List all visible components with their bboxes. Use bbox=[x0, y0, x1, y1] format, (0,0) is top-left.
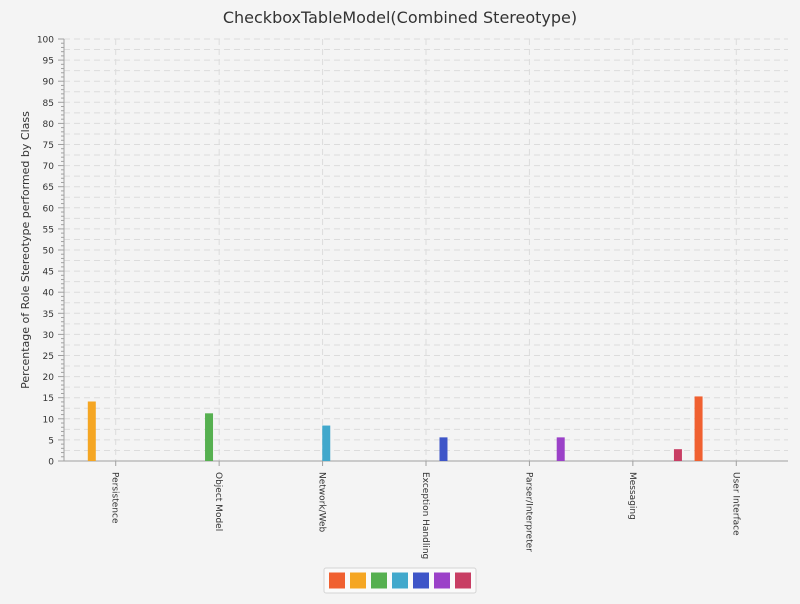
y-tick-label: 15 bbox=[43, 394, 54, 404]
y-tick-label: 90 bbox=[43, 78, 55, 88]
bar bbox=[439, 437, 448, 461]
bar bbox=[556, 437, 565, 461]
y-tick-label: 40 bbox=[43, 289, 55, 299]
legend bbox=[323, 567, 477, 594]
y-tick-label: 70 bbox=[43, 162, 55, 172]
bar bbox=[322, 425, 331, 461]
y-tick-label: 45 bbox=[43, 268, 54, 278]
bar bbox=[694, 396, 703, 461]
bar bbox=[673, 449, 682, 461]
y-tick-label: 80 bbox=[43, 120, 55, 130]
x-tick-label: Exception Handling bbox=[420, 472, 430, 559]
y-axis-label: Percentage of Role Stereotype performed … bbox=[19, 111, 32, 389]
grid bbox=[64, 38, 788, 461]
legend-swatch bbox=[329, 572, 345, 589]
y-tick-label: 20 bbox=[43, 373, 55, 383]
legend-swatch bbox=[434, 572, 450, 589]
y-tick-label: 95 bbox=[43, 57, 54, 67]
x-tick-label: Persistence bbox=[110, 472, 120, 524]
x-tick-label: Network/Web bbox=[317, 472, 327, 533]
y-tick-label: 10 bbox=[43, 415, 55, 425]
y-tick-label: 35 bbox=[43, 310, 54, 320]
bar bbox=[205, 413, 214, 461]
chart-title: CheckboxTableModel(Combined Stereotype) bbox=[223, 8, 577, 27]
y-tick-label: 55 bbox=[43, 225, 54, 235]
x-tick-labels: Persistence Object Model Network/Web Except… bbox=[110, 461, 740, 559]
x-tick-label: User Interface bbox=[730, 472, 740, 536]
y-tick-label: 30 bbox=[43, 331, 55, 341]
legend-swatch bbox=[350, 572, 366, 589]
bar bbox=[87, 401, 96, 461]
x-tick-label: Object Model bbox=[213, 472, 223, 531]
bars bbox=[87, 396, 703, 461]
legend-swatch bbox=[371, 572, 387, 589]
y-tick-label: 65 bbox=[43, 183, 54, 193]
legend-swatch bbox=[413, 572, 429, 589]
y-tick-label: 85 bbox=[43, 99, 54, 109]
y-tick-label: 60 bbox=[43, 204, 55, 214]
y-tick-label: 75 bbox=[43, 141, 54, 151]
y-tick-label: 50 bbox=[43, 247, 55, 257]
y-tick-label: 0 bbox=[48, 458, 54, 468]
x-tick-label: Messaging bbox=[627, 472, 637, 520]
axes: 0 5 10 15 20 25 30 35 40 45 50 55 60 65 70 75 80 85 90 95 10… bbox=[37, 36, 788, 468]
y-tick-label: 5 bbox=[48, 436, 54, 446]
legend-swatch bbox=[455, 572, 471, 589]
y-tick-label: 100 bbox=[37, 36, 54, 46]
legend-swatch bbox=[392, 572, 408, 589]
y-tick-label: 25 bbox=[43, 352, 54, 362]
x-tick-label: Parser/Interpreter bbox=[523, 472, 533, 552]
